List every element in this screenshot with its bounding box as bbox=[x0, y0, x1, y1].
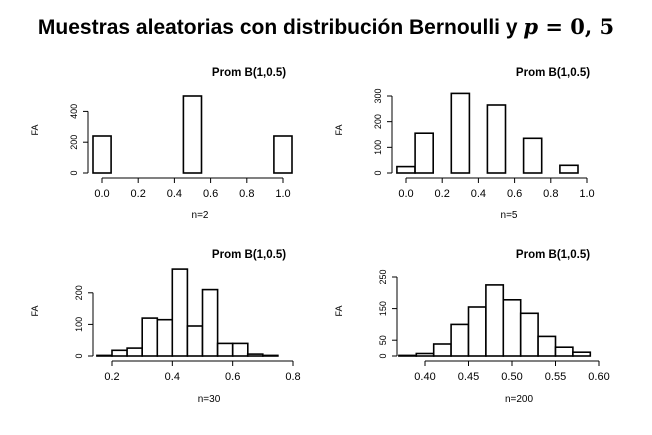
chart-title: Prom B(1,0.5) bbox=[516, 67, 590, 79]
histogram-bar bbox=[398, 354, 418, 357]
x-tick-label: 0.8 bbox=[285, 371, 300, 383]
histogram-bar bbox=[273, 135, 293, 174]
histogram-bar bbox=[519, 312, 539, 357]
histogram-bar bbox=[96, 354, 113, 357]
x-tick-label: 0.4 bbox=[165, 371, 180, 383]
x-tick-label: 0.6 bbox=[225, 371, 240, 383]
y-axis-label: FA bbox=[30, 305, 40, 316]
x-tick-label: 0.40 bbox=[414, 371, 435, 383]
x-tick-label: 1.0 bbox=[275, 188, 290, 200]
y-axis-label: FA bbox=[30, 124, 40, 135]
y-tick-label: 0 bbox=[69, 170, 79, 175]
y-tick-label: 150 bbox=[378, 301, 388, 316]
x-tick-label: 0.60 bbox=[588, 371, 609, 383]
x-tick-label: 0.4 bbox=[167, 188, 182, 200]
x-axis-label: n=200 bbox=[505, 394, 534, 405]
x-tick-label: 0.45 bbox=[458, 371, 479, 383]
histogram-bar bbox=[572, 351, 592, 357]
histogram-bar bbox=[186, 325, 204, 357]
x-axis-label: n=5 bbox=[501, 210, 518, 221]
x-tick-label: 1.0 bbox=[579, 188, 594, 200]
x-axis-label: n=2 bbox=[192, 210, 209, 221]
histogram-bar bbox=[485, 284, 505, 357]
histogram-bar bbox=[396, 165, 416, 174]
histogram-bar bbox=[231, 342, 249, 357]
histogram-bar bbox=[141, 317, 159, 357]
histogram-bar bbox=[201, 288, 219, 357]
chart-title: Prom B(1,0.5) bbox=[212, 67, 286, 79]
histogram-bar bbox=[92, 135, 112, 174]
y-tick-label: 300 bbox=[373, 88, 383, 103]
histogram-bar bbox=[171, 268, 189, 357]
histogram-bar bbox=[450, 92, 471, 174]
y-tick-label: 250 bbox=[378, 269, 388, 284]
y-tick-label: 0 bbox=[378, 353, 388, 358]
x-tick-label: 0.2 bbox=[104, 371, 119, 383]
x-tick-label: 0.0 bbox=[398, 188, 413, 200]
x-tick-label: 0.2 bbox=[435, 188, 450, 200]
y-tick-label: 100 bbox=[373, 140, 383, 155]
histogram-bar bbox=[216, 342, 234, 357]
page-title-variable: p bbox=[523, 14, 539, 39]
histogram-bar bbox=[559, 164, 579, 174]
x-axis-label: n=30 bbox=[198, 394, 221, 405]
histogram-bar bbox=[261, 354, 279, 357]
y-tick-label: 100 bbox=[74, 317, 84, 332]
histogram-bar bbox=[554, 346, 574, 357]
histogram-bar bbox=[486, 104, 507, 174]
x-tick-label: 0.8 bbox=[543, 188, 558, 200]
histogram-bar bbox=[415, 352, 435, 357]
histogram-bar bbox=[450, 323, 470, 357]
histogram-bar bbox=[432, 343, 452, 357]
x-tick-label: 0.2 bbox=[131, 188, 146, 200]
x-tick-label: 0.50 bbox=[501, 371, 522, 383]
y-tick-label: 0 bbox=[74, 353, 84, 358]
x-tick-label: 0.0 bbox=[94, 188, 109, 200]
y-axis-label: FA bbox=[334, 124, 344, 135]
y-tick-label: 200 bbox=[373, 114, 383, 129]
y-tick-label: 0 bbox=[373, 170, 383, 175]
y-axis-label: FA bbox=[334, 305, 344, 316]
histogram-bar bbox=[182, 95, 203, 174]
x-tick-label: 0.4 bbox=[471, 188, 486, 200]
y-tick-label: 200 bbox=[74, 285, 84, 300]
x-tick-label: 0.55 bbox=[545, 371, 566, 383]
histogram-bar bbox=[111, 349, 128, 357]
histogram-bar bbox=[246, 353, 264, 357]
x-tick-label: 0.6 bbox=[203, 188, 218, 200]
y-tick-label: 200 bbox=[69, 135, 79, 150]
x-tick-label: 0.6 bbox=[507, 188, 522, 200]
y-tick-label: 400 bbox=[69, 104, 79, 119]
page-title: Muestras aleatorias con distribución Ber… bbox=[0, 14, 652, 40]
histogram-bar bbox=[156, 318, 174, 357]
histogram-bar bbox=[126, 347, 143, 357]
chart-title: Prom B(1,0.5) bbox=[516, 249, 590, 261]
y-tick-label: 50 bbox=[378, 335, 388, 345]
page-title-text: Muestras aleatorias con distribución Ber… bbox=[37, 16, 524, 39]
histogram-bar bbox=[502, 298, 522, 357]
histogram-bar bbox=[467, 306, 487, 357]
histogram-bar bbox=[522, 137, 543, 174]
chart-title: Prom B(1,0.5) bbox=[212, 249, 286, 261]
histogram-bar bbox=[537, 335, 557, 357]
x-tick-label: 0.8 bbox=[239, 188, 254, 200]
page-title-value: = 0, 5 bbox=[538, 14, 615, 39]
histogram-bar bbox=[414, 132, 435, 174]
